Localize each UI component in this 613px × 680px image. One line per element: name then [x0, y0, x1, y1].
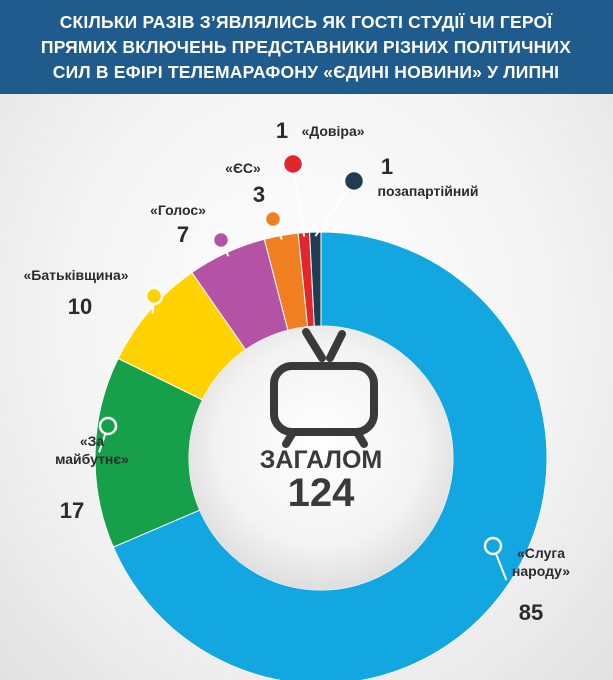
label-sluha-line-1: «Слуга: [517, 545, 565, 561]
dot-pozapartiinyi: [342, 169, 366, 193]
donut-hole: [189, 326, 453, 590]
label-pozapartiinyi: позапартійний: [377, 183, 478, 199]
label-yes: «ЄС»: [225, 160, 261, 176]
label-batkivshchyna-line-1: «Батьківщина»: [23, 267, 128, 283]
slice-sluha: [112, 231, 548, 680]
value-pozapartiinyi: 1: [381, 154, 393, 179]
dot-yes: [263, 209, 283, 229]
label-za_maibutnie-line-2: майбутнє»: [55, 451, 129, 467]
dot-holos: [211, 230, 231, 250]
dot-za_maibutnie: [98, 416, 118, 436]
title-line-2: ПРЯМИХ ВКЛЮЧЕНЬ ПРЕДСТАВНИКИ РІЗНИХ ПОЛІ…: [40, 37, 572, 57]
chart-title: СКІЛЬКИ РАЗІВ З’ЯВЛЯЛИСЬ ЯК ГОСТІ СТУДІЇ…: [16, 10, 596, 85]
dot-dovira: [281, 152, 305, 176]
value-sluha: 85: [519, 600, 543, 625]
value-batkivshchyna: 10: [68, 294, 92, 319]
center-label: ЗАГАЛОМ: [260, 446, 383, 474]
title-line-3: СИЛ В ЕФІРІ ТЕЛЕМАРАФОНУ «ЄДИНІ НОВИНИ» …: [52, 62, 560, 82]
tv-icon: [270, 328, 378, 448]
label-sluha-line-2: народу»: [512, 563, 570, 579]
center-total: 124: [288, 471, 355, 515]
leader-dovira: [292, 163, 306, 237]
label-dovira: «Довіра»: [301, 123, 364, 139]
header-banner: СКІЛЬКИ РАЗІВ З’ЯВЛЯЛИСЬ ЯК ГОСТІ СТУДІЇ…: [0, 0, 613, 94]
label-holos: «Голос»: [150, 202, 206, 218]
dot-batkivshchyna: [144, 286, 164, 306]
value-dovira: 1: [276, 118, 288, 143]
title-line-1: СКІЛЬКИ РАЗІВ З’ЯВЛЯЛИСЬ ЯК ГОСТІ СТУДІЇ…: [59, 12, 553, 32]
donut-chart: ЗАГАЛОМ 124 «Слуга народу» 85 «За майбутнє» 1…: [23, 118, 570, 680]
label-za_maibutnie-line-1: «За: [80, 433, 105, 449]
value-holos: 7: [177, 222, 189, 247]
value-yes: 3: [253, 182, 265, 207]
dot-sluha: [483, 536, 503, 556]
value-za_maibutnie: 17: [60, 498, 84, 523]
chart-area: ЗАГАЛОМ 124 «Слуга народу» 85 «За майбутнє» 1…: [0, 94, 613, 680]
